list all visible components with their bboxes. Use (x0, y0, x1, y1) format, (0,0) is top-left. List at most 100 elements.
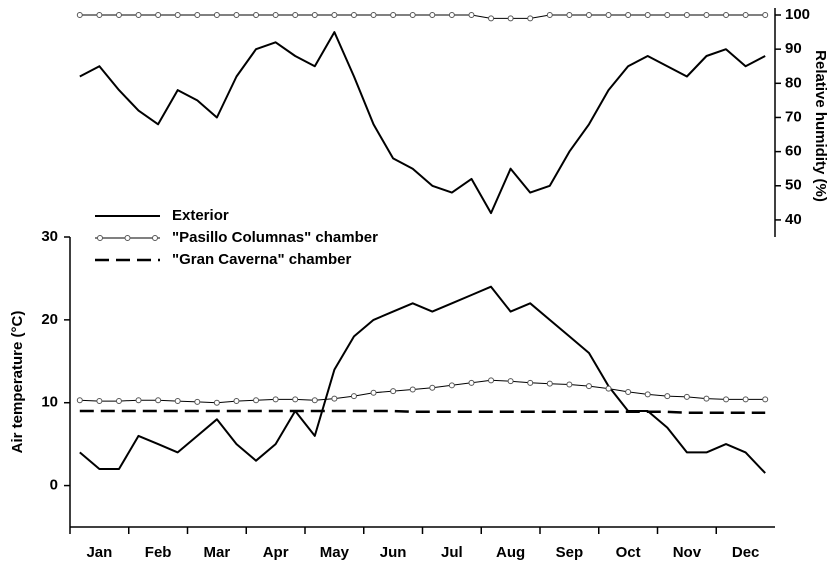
data-point (507, 378, 514, 385)
data-point (546, 12, 553, 18)
data-point (625, 388, 632, 395)
y2-tick-label: 40 (785, 211, 802, 228)
data-point (155, 397, 162, 404)
data-point (194, 398, 201, 405)
data-point (96, 12, 103, 18)
data-point (664, 12, 671, 18)
data-point (292, 396, 299, 403)
data-point (585, 383, 592, 390)
data-point (233, 398, 240, 405)
y-axis-label: Air temperature (°C) (9, 311, 26, 454)
data-point (703, 12, 710, 18)
data-point (605, 385, 612, 392)
x-tick-label: Aug (496, 544, 525, 561)
data-point (311, 397, 318, 404)
legend-marker (152, 235, 158, 241)
data-line (79, 14, 766, 19)
data-point (507, 15, 514, 22)
data-point (468, 379, 475, 386)
x-tick-label: Feb (145, 544, 172, 561)
data-point (664, 393, 671, 400)
data-point (253, 397, 260, 404)
data-point (253, 12, 260, 18)
data-point (292, 12, 299, 18)
legend-label: "Gran Caverna" chamber (172, 251, 351, 268)
y-tick-label: 30 (41, 228, 58, 245)
data-point (370, 12, 377, 18)
x-tick-label: Dec (732, 544, 760, 561)
data-point (213, 399, 220, 406)
legend-marker (97, 235, 103, 241)
data-point (448, 382, 455, 389)
x-tick-label: Jan (86, 544, 112, 561)
x-tick-label: Jul (441, 544, 463, 561)
x-tick-label: Mar (204, 544, 231, 561)
y2-tick-label: 100 (785, 6, 810, 23)
data-point (448, 12, 455, 18)
data-point (390, 12, 397, 18)
data-point (174, 398, 181, 405)
y-tick-label: 0 (50, 477, 58, 494)
legend-label: Exterior (172, 207, 229, 224)
x-tick-label: Oct (616, 544, 641, 561)
data-point (135, 12, 142, 18)
data-point (488, 377, 495, 384)
y-tick-label: 10 (41, 394, 58, 411)
data-point (370, 389, 377, 396)
data-point (742, 12, 749, 18)
data-point (566, 381, 573, 388)
data-point (409, 12, 416, 18)
data-point (194, 12, 201, 18)
x-tick-label: Jun (380, 544, 407, 561)
data-point (76, 397, 83, 404)
data-point (135, 397, 142, 404)
data-point (429, 384, 436, 391)
data-point (527, 15, 534, 22)
data-point (683, 393, 690, 400)
data-point (625, 12, 632, 18)
data-point (585, 12, 592, 18)
data-point (390, 388, 397, 395)
data-point (683, 12, 690, 18)
data-point (703, 395, 710, 402)
data-point (409, 386, 416, 393)
data-point (723, 396, 730, 403)
data-point (605, 12, 612, 18)
y2-tick-label: 80 (785, 74, 802, 91)
x-tick-label: Sep (556, 544, 584, 561)
data-point (96, 398, 103, 405)
x-tick-label: Apr (263, 544, 289, 561)
data-point (115, 12, 122, 18)
x-tick-label: May (320, 544, 350, 561)
y2-tick-label: 90 (785, 40, 802, 57)
y2-tick-label: 60 (785, 143, 802, 160)
data-point (76, 12, 83, 18)
data-point (155, 12, 162, 18)
data-point (311, 12, 318, 18)
data-point (331, 395, 338, 402)
data-point (527, 379, 534, 386)
data-point (723, 12, 730, 18)
x-tick-label: Nov (673, 544, 702, 561)
data-point (350, 393, 357, 400)
data-point (762, 396, 769, 403)
data-point (762, 12, 769, 18)
data-point (115, 398, 122, 405)
data-point (468, 12, 475, 18)
data-point (350, 12, 357, 18)
data-point (429, 12, 436, 18)
legend-label: "Pasillo Columnas" chamber (172, 229, 378, 246)
data-line (79, 31, 766, 215)
data-point (331, 12, 338, 18)
y-tick-label: 20 (41, 311, 58, 328)
data-line (79, 285, 766, 474)
data-point (272, 396, 279, 403)
data-point (742, 396, 749, 403)
data-point (644, 391, 651, 398)
data-line (79, 409, 766, 414)
data-line (79, 379, 766, 404)
data-point (213, 12, 220, 18)
data-point (566, 12, 573, 18)
data-point (546, 380, 553, 387)
